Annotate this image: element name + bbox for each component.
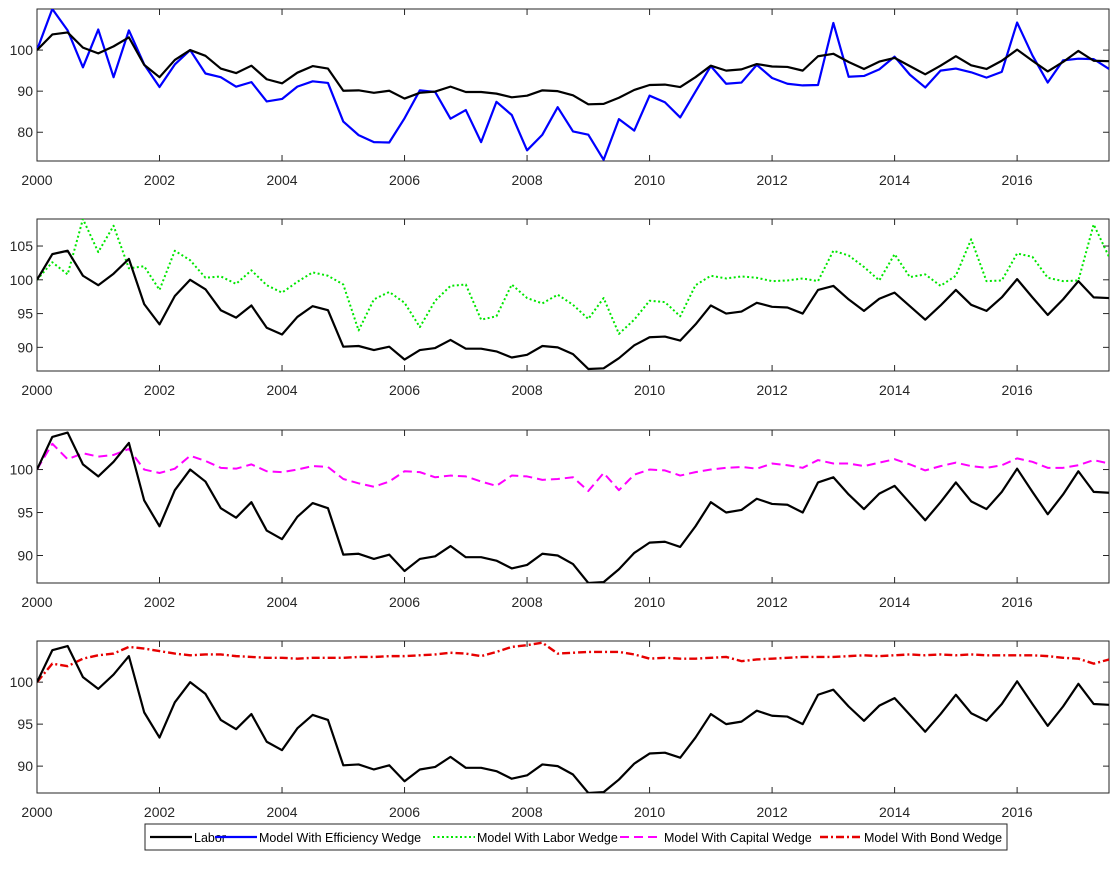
y-tick-label: 100 bbox=[10, 42, 34, 58]
y-tick-label: 95 bbox=[17, 505, 33, 521]
x-tick-label: 2004 bbox=[266, 382, 297, 398]
series-model-with-capital-wedge bbox=[37, 442, 1109, 493]
series-labor bbox=[37, 644, 1109, 793]
legend-label: Labor bbox=[194, 831, 226, 845]
x-tick-label: 2008 bbox=[511, 382, 542, 398]
x-tick-label: 2006 bbox=[389, 382, 420, 398]
x-tick-label: 2002 bbox=[144, 804, 175, 820]
legend-label: Model With Capital Wedge bbox=[664, 831, 812, 845]
series-labor bbox=[37, 249, 1109, 371]
panel-4: 2000 2002 2004 2006 2008 2010 2012 2014 2016 90 95… bbox=[10, 640, 1110, 820]
x-tick-label: 2000 bbox=[21, 382, 52, 398]
y-tick-label: 100 bbox=[10, 272, 34, 288]
legend-label: Model With Efficiency Wedge bbox=[259, 831, 421, 845]
x-tick-label: 2002 bbox=[144, 382, 175, 398]
legend-label: Model With Labor Wedge bbox=[477, 831, 618, 845]
x-tick-label: 2004 bbox=[266, 172, 297, 188]
axes-frame bbox=[36, 218, 1110, 372]
x-tick-label: 2010 bbox=[634, 804, 665, 820]
x-tick-label: 2014 bbox=[879, 594, 910, 610]
legend-label: Model With Bond Wedge bbox=[864, 831, 1002, 845]
series-labor bbox=[37, 431, 1109, 583]
series-labor bbox=[37, 31, 1109, 106]
x-tick-label: 2014 bbox=[879, 804, 910, 820]
y-tick-label: 100 bbox=[10, 462, 34, 478]
panel-3: 2000 2002 2004 2006 2008 2010 2012 2014 2016 90 95… bbox=[10, 429, 1110, 610]
x-tick-label: 2008 bbox=[511, 172, 542, 188]
legend-box bbox=[144, 823, 1008, 851]
y-tick-label: 90 bbox=[17, 758, 33, 774]
x-tick-label: 2006 bbox=[389, 594, 420, 610]
x-tick-label: 2008 bbox=[511, 594, 542, 610]
x-tick-label: 2016 bbox=[1002, 594, 1033, 610]
x-tick-label: 2010 bbox=[634, 382, 665, 398]
y-tick-label: 90 bbox=[17, 339, 33, 355]
series-model-with-bond-wedge bbox=[37, 641, 1109, 683]
y-tick-label: 95 bbox=[17, 716, 33, 732]
x-tick-label: 2012 bbox=[757, 172, 788, 188]
y-tick-label: 105 bbox=[10, 238, 34, 254]
axes-frame bbox=[36, 640, 1110, 794]
series-model-with-labor-wedge bbox=[37, 219, 1109, 335]
x-tick-label: 2006 bbox=[389, 172, 420, 188]
series-model-with-efficiency-wedge bbox=[37, 9, 1109, 161]
x-tick-label: 2016 bbox=[1002, 172, 1033, 188]
x-tick-label: 2010 bbox=[634, 594, 665, 610]
legend: Labor Model With Efficiency Wedge Model Wi… bbox=[144, 823, 1008, 851]
x-tick-label: 2004 bbox=[266, 594, 297, 610]
x-tick-label: 2012 bbox=[757, 382, 788, 398]
x-tick-label: 2016 bbox=[1002, 804, 1033, 820]
x-tick-label: 2000 bbox=[21, 594, 52, 610]
x-tick-label: 2014 bbox=[879, 172, 910, 188]
axes-frame bbox=[36, 429, 1110, 584]
x-tick-label: 2014 bbox=[879, 382, 910, 398]
x-tick-label: 2000 bbox=[21, 804, 52, 820]
x-tick-label: 2012 bbox=[757, 804, 788, 820]
y-tick-label: 95 bbox=[17, 306, 33, 322]
x-tick-label: 2000 bbox=[21, 172, 52, 188]
x-tick-label: 2002 bbox=[144, 594, 175, 610]
x-tick-label: 2006 bbox=[389, 804, 420, 820]
x-tick-label: 2002 bbox=[144, 172, 175, 188]
x-tick-label: 2012 bbox=[757, 594, 788, 610]
axes-frame bbox=[36, 8, 1110, 162]
panel-1: 2000 2002 2004 2006 2008 2010 2012 2014 2016 80 90… bbox=[10, 8, 1110, 188]
x-tick-label: 2004 bbox=[266, 804, 297, 820]
y-tick-label: 90 bbox=[17, 83, 33, 99]
y-tick-label: 80 bbox=[17, 124, 33, 140]
panel-2: 2000 2002 2004 2006 2008 2010 2012 2014 2016 90 95… bbox=[10, 218, 1110, 398]
x-tick-label: 2016 bbox=[1002, 382, 1033, 398]
y-tick-label: 100 bbox=[10, 674, 34, 690]
x-tick-label: 2008 bbox=[511, 804, 542, 820]
x-tick-label: 2010 bbox=[634, 172, 665, 188]
y-tick-label: 90 bbox=[17, 547, 33, 563]
